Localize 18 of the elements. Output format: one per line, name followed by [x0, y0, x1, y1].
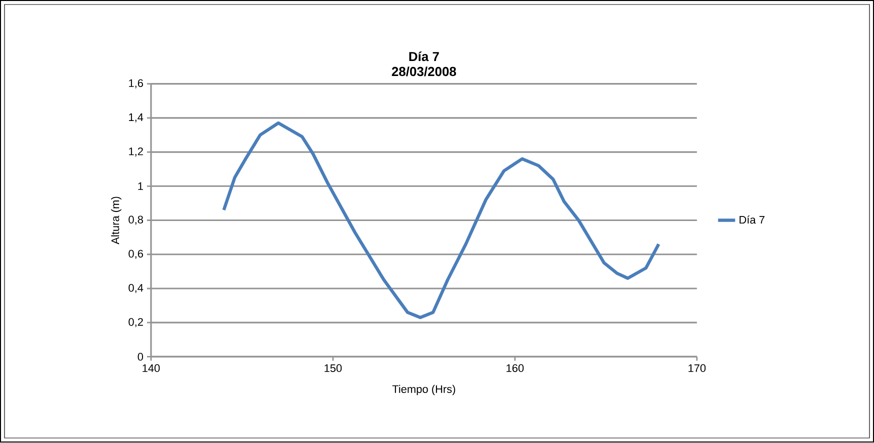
y-tick-label: 0,2: [128, 318, 143, 328]
chart-title: Día 7 28/03/2008: [392, 52, 456, 76]
y-tick-label: 0: [138, 353, 144, 361]
x-tick-label: 150: [324, 364, 342, 372]
x-tick-label: 160: [506, 364, 524, 372]
y-tick-label: 0,8: [128, 216, 143, 226]
line-series: [222, 122, 660, 320]
y-tick-label: 1,4: [129, 114, 144, 123]
y-tick-label: 1: [138, 182, 143, 190]
y-tick-label: 0,6: [128, 250, 143, 260]
y-tick-label: 1,2: [129, 148, 143, 157]
legend-label: Día 7: [740, 216, 764, 224]
x-axis-title: Tiempo (Hrs): [392, 385, 456, 396]
y-tick-label: 1,6: [129, 79, 143, 89]
x-tick-label: 140: [142, 364, 160, 372]
x-tick-label: 170: [688, 364, 706, 372]
y-tick-label: 0,4: [128, 284, 144, 294]
y-axis-title: Altura (m): [111, 197, 122, 245]
